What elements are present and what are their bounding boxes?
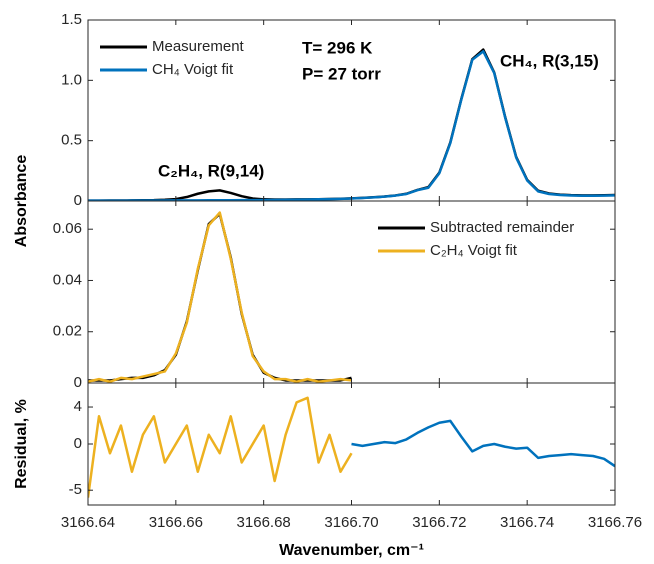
panel-bg: [88, 20, 615, 201]
legend-label: Measurement: [152, 38, 245, 55]
x-tick-label: 3166.72: [412, 514, 466, 531]
x-tick-label: 3166.66: [149, 514, 203, 531]
data-line: [351, 419, 615, 468]
y-tick-label: 4: [74, 398, 82, 415]
x-tick-label: 3166.70: [324, 514, 378, 531]
legend-label: Subtracted remainder: [430, 219, 574, 236]
y-axis-label: Absorbance: [13, 155, 30, 248]
legend-label: CH₄ Voigt fit: [152, 61, 234, 78]
annotation: CH₄, R(3,15): [500, 51, 599, 70]
x-tick-label: 3166.76: [588, 514, 642, 531]
annotation: C₂H₄, R(9,14): [158, 161, 264, 180]
legend-label: C₂H₄ Voigt fit: [430, 242, 518, 259]
y-axis-label: Residual, %: [13, 399, 30, 489]
y-tick-label: -5: [69, 481, 82, 498]
y-tick-label: 0.5: [61, 132, 82, 149]
data-line: [88, 396, 353, 498]
x-axis-label: Wavenumber, cm⁻¹: [279, 542, 424, 559]
annotation: P= 27 torr: [302, 64, 381, 83]
data-line: [88, 211, 352, 383]
y-tick-label: 0.04: [53, 271, 82, 288]
y-tick-label: 1.0: [61, 71, 82, 88]
y-tick-label: 0: [74, 192, 82, 209]
x-tick-label: 3166.68: [237, 514, 291, 531]
y-tick-label: 0: [74, 374, 82, 391]
x-tick-label: 3166.64: [61, 514, 115, 531]
annotation: T= 296 K: [302, 38, 373, 57]
y-tick-label: 0.06: [53, 220, 82, 237]
y-tick-label: 0.02: [53, 323, 82, 340]
y-tick-label: 0: [74, 435, 82, 452]
x-tick-label: 3166.74: [500, 514, 554, 531]
y-tick-label: 1.5: [61, 11, 82, 28]
